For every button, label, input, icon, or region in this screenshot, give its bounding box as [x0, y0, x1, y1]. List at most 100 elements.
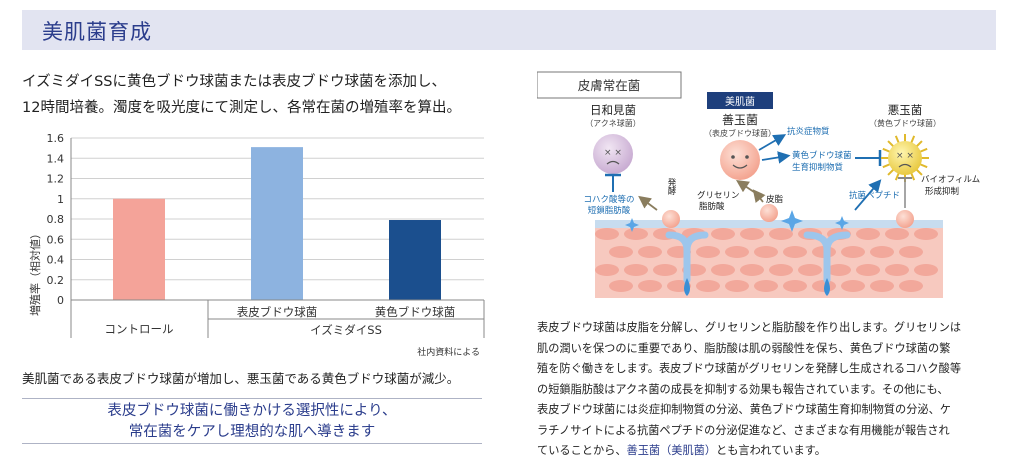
skin-cell	[856, 264, 880, 276]
intro-line-1: イズミダイSSに黄色ブドウ球菌または表皮ブドウ球菌を添加し、	[22, 74, 446, 90]
right-bacteria-name: 悪玉菌	[888, 103, 923, 117]
inhibit-arrow	[761, 151, 791, 164]
highlight-line-2: 常在菌をケアし理想的な肌へ導きます	[128, 424, 376, 440]
section-title: 美肌菌育成	[42, 20, 152, 44]
desc-line: の短鎖脂肪酸はアクネ菌の成長を抑制する効果も報告されています。その他にも、	[537, 382, 949, 396]
inhibit-label-2: 生育抑制物質	[792, 162, 844, 173]
desc-emphasis: 善玉菌（美肌菌）	[626, 444, 717, 457]
aureus-face-mouth	[898, 163, 912, 168]
peptide-arrow	[854, 179, 882, 211]
water-drop-right	[824, 278, 830, 296]
skin-bacterium-left	[662, 210, 680, 228]
y-tick-label: 1.4	[47, 152, 65, 165]
glycerin-arrow	[736, 180, 758, 195]
peptide-label: 抗菌ペプチド	[849, 190, 900, 201]
skin-bacterium-right	[896, 210, 914, 228]
glycerin-label-1: グリセリン	[697, 190, 740, 201]
badge-bg	[707, 92, 773, 109]
acne-face-mouth	[606, 160, 620, 165]
skin-cell	[754, 246, 778, 258]
left-bacteria-name: 日和見菌	[590, 103, 636, 117]
y-tick-label: 1.2	[47, 173, 65, 186]
result-note: 美肌菌である表皮ブドウ球菌が増加し、悪玉菌である黄色ブドウ球菌が減少。	[22, 371, 460, 386]
face-eye-left	[731, 155, 735, 159]
chart-group-label: イズミダイSS	[310, 323, 382, 337]
y-tick-label: 0.6	[47, 233, 65, 246]
ferment-arrow	[638, 195, 658, 211]
description-text: 表皮ブドウ球菌は皮脂を分解し、グリセリンと脂肪酸を作り出します。グリセリンは 肌…	[537, 318, 1007, 462]
biofilm-label-1: バイオフィルム	[921, 175, 980, 185]
desc-line: 殖を防ぐ働きをします。表皮ブドウ球菌がグリセリンを発酵し生成されるコハク酸等	[537, 362, 962, 375]
category-label: 表皮ブドウ球菌	[237, 305, 318, 319]
intro-line-2: 12時間培養。濁度を吸光度にて測定し、各常在菌の増殖率を算出。	[22, 100, 461, 116]
skin-cell	[783, 246, 807, 258]
desc-text: とも言われています。	[716, 444, 826, 457]
skin-cell	[885, 264, 909, 276]
highlight-box: 表皮ブドウ球菌に働きかける選択性により、 常在菌をケアし理想的な肌へ導きます	[22, 398, 482, 444]
skin-surface	[595, 220, 943, 228]
skin-cell	[595, 228, 619, 240]
bar-2	[251, 147, 303, 300]
skin-cell	[725, 246, 749, 258]
skin-cell	[754, 280, 778, 292]
skin-cell	[899, 280, 923, 292]
aureus-bacteria-icon	[888, 141, 922, 175]
skin-cell	[812, 280, 836, 292]
glycerin-label-2: 脂肪酸	[699, 201, 725, 212]
acne-bacteria-icon	[593, 134, 633, 174]
highlight-line-1: 表皮ブドウ球菌に働きかける選択性により、	[107, 403, 397, 419]
skin-cell	[769, 264, 793, 276]
sparkle-icon-3	[835, 216, 849, 230]
bar-1	[113, 198, 165, 300]
desc-line: 表皮ブドウ球菌には炎症抑制物質の分泌、黄色ブドウ球菌生育抑制物質の分泌、ケ	[537, 403, 951, 416]
bar-3	[389, 220, 441, 300]
chart-ylabel: 増殖率（相対値）	[28, 228, 42, 316]
section-header: 美肌菌育成	[22, 10, 996, 50]
y-tick-label: 0.2	[47, 274, 65, 287]
y-tick-label: 1	[57, 193, 64, 206]
chart-source: 社内資料による	[417, 346, 480, 358]
skin-cell	[653, 264, 677, 276]
skin-cell	[769, 228, 793, 240]
right-bacteria-sub: （黄色ブドウ球菌）	[869, 118, 941, 128]
skin-cell	[914, 228, 938, 240]
skin-cell	[856, 228, 880, 240]
y-tick-label: 1.6	[47, 132, 65, 145]
epidermidis-bacteria-icon	[720, 140, 760, 180]
biofilm-label-2: 形成抑制	[925, 186, 959, 197]
skin-cell	[696, 280, 720, 292]
skin-cell	[885, 228, 909, 240]
aureus-face-eyes: × ×	[896, 151, 914, 161]
center-bacteria-name: 善玉菌	[722, 112, 758, 127]
skin-cell	[740, 228, 764, 240]
ferment-label: 発酵	[666, 178, 676, 196]
desc-line: ラチノサイトによる抗菌ペプチドの分泌促進など、さまざまな有用機能が報告され	[537, 423, 950, 437]
category-label: コントロール	[105, 322, 174, 336]
inhibit-label-1: 黄色ブドウ球菌	[792, 150, 852, 161]
skin-cell	[798, 264, 822, 276]
skin-cell	[609, 280, 633, 292]
skin-flora-illustration: 皮膚常在菌 日和見菌 （アクネ球菌） × × コハク酸等の 短鎖脂肪酸 発酵 美…	[537, 71, 980, 298]
desc-line: 肌の潤いを保つのに重要であり、脂肪酸は肌の弱酸性を保ち、黄色ブドウ球菌の繁	[537, 341, 951, 355]
skin-cell	[624, 264, 648, 276]
badge-label: 美肌菌	[725, 95, 755, 108]
desc-line: 表皮ブドウ球菌は皮脂を分解し、グリセリンと脂肪酸を作り出します。グリセリンは	[537, 321, 962, 334]
y-tick-label: 0.4	[47, 254, 65, 267]
skin-cell	[638, 246, 662, 258]
face-smile	[732, 164, 748, 169]
skin-cell	[711, 264, 735, 276]
skin-cell	[609, 246, 633, 258]
left-bacteria-sub: （アクネ球菌）	[585, 118, 641, 128]
skin-cell	[914, 264, 938, 276]
skin-cell	[725, 280, 749, 292]
skin-cell	[638, 280, 662, 292]
skin-cell	[624, 228, 648, 240]
desc-text: ていることから、	[537, 444, 627, 457]
moisture-channel-right	[803, 231, 851, 284]
skin-cell	[711, 228, 735, 240]
skin-cell	[783, 280, 807, 292]
skin-bacterium-center	[760, 204, 778, 222]
y-tick-label: 0.8	[47, 213, 65, 226]
box-label: 皮膚常在菌	[578, 78, 641, 93]
face-eye-right	[745, 155, 749, 159]
